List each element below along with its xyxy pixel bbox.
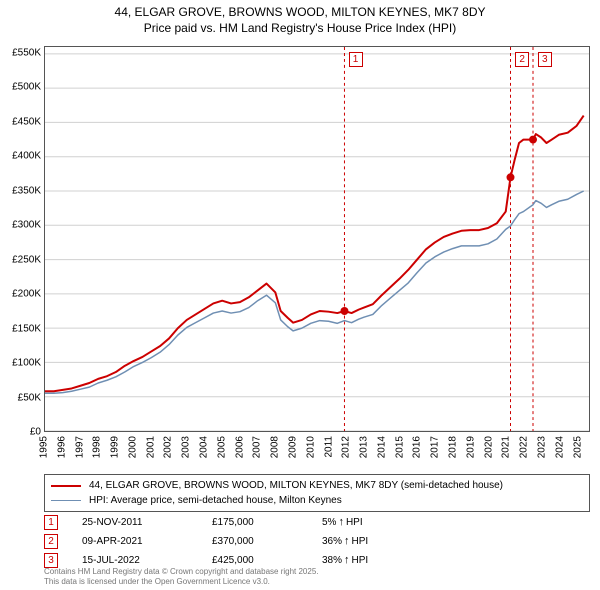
x-tick-label: 2006 xyxy=(234,436,245,458)
sale-marker-box-3: 3 xyxy=(538,52,552,67)
x-tick-label: 2022 xyxy=(519,436,530,458)
x-tick-label: 2009 xyxy=(287,436,298,458)
plot-area xyxy=(44,46,590,432)
footer-line-1: Contains HM Land Registry data © Crown c… xyxy=(44,567,590,577)
legend-swatch xyxy=(51,485,81,487)
plot-svg xyxy=(45,47,589,431)
x-tick-label: 2001 xyxy=(145,436,156,458)
y-tick-label: £350K xyxy=(12,185,41,196)
y-axis: £0£50K£100K£150K£200K£250K£300K£350K£400… xyxy=(0,46,44,432)
x-tick-label: 2011 xyxy=(323,436,334,458)
x-tick-label: 2010 xyxy=(305,436,316,458)
sales-row-date: 09-APR-2021 xyxy=(82,536,212,547)
series-lines xyxy=(45,116,584,394)
sales-row-change-pct: 38% xyxy=(322,555,342,566)
chart-title: 44, ELGAR GROVE, BROWNS WOOD, MILTON KEY… xyxy=(0,0,600,36)
x-tick-label: 2003 xyxy=(181,436,192,458)
sales-row: 1 25-NOV-2011£175,0005% ↑ HPI xyxy=(44,513,590,532)
sales-row-change-pct: 5% xyxy=(322,517,336,528)
x-tick-label: 2017 xyxy=(430,436,441,458)
sale-marker-box-1: 1 xyxy=(349,52,363,67)
y-tick-label: £550K xyxy=(12,47,41,58)
sales-row-marker: 2 xyxy=(44,534,58,549)
x-tick-label: 2002 xyxy=(163,436,174,458)
x-tick-label: 1998 xyxy=(92,436,103,458)
y-tick-label: £100K xyxy=(12,358,41,369)
legend: 44, ELGAR GROVE, BROWNS WOOD, MILTON KEY… xyxy=(44,474,590,512)
sales-row-change: 5% ↑ HPI xyxy=(322,517,442,528)
sales-row-marker: 3 xyxy=(44,553,58,568)
sales-row-price: £370,000 xyxy=(212,536,322,547)
legend-row: 44, ELGAR GROVE, BROWNS WOOD, MILTON KEY… xyxy=(51,478,583,493)
chart-container: 44, ELGAR GROVE, BROWNS WOOD, MILTON KEY… xyxy=(0,0,600,590)
x-tick-label: 2000 xyxy=(127,436,138,458)
x-tick-label: 2008 xyxy=(270,436,281,458)
x-tick-label: 2005 xyxy=(216,436,227,458)
sale-point-3 xyxy=(529,136,537,144)
x-tick-label: 2014 xyxy=(376,436,387,458)
y-tick-label: £500K xyxy=(12,82,41,93)
sale-point-2 xyxy=(507,173,515,181)
x-tick-label: 2020 xyxy=(483,436,494,458)
legend-label: HPI: Average price, semi-detached house,… xyxy=(89,495,342,506)
legend-row: HPI: Average price, semi-detached house,… xyxy=(51,493,583,508)
x-tick-label: 2023 xyxy=(536,436,547,458)
sales-row-change: 38% ↑ HPI xyxy=(322,555,442,566)
x-tick-label: 2021 xyxy=(501,436,512,458)
sales-row-change-ref: HPI xyxy=(346,517,363,528)
x-tick-label: 2016 xyxy=(412,436,423,458)
arrow-up-icon: ↑ xyxy=(338,517,344,528)
x-axis: 1995199619971998199920002001200220032004… xyxy=(44,432,590,478)
x-tick-label: 2024 xyxy=(554,436,565,458)
x-tick-label: 2013 xyxy=(359,436,370,458)
sales-row-change-ref: HPI xyxy=(352,555,369,566)
y-tick-label: £150K xyxy=(12,323,41,334)
legend-label: 44, ELGAR GROVE, BROWNS WOOD, MILTON KEY… xyxy=(89,480,503,491)
arrow-up-icon: ↑ xyxy=(344,555,350,566)
title-line-2: Price paid vs. HM Land Registry's House … xyxy=(0,20,600,36)
sales-row: 2 09-APR-2021£370,00036% ↑ HPI xyxy=(44,532,590,551)
y-tick-label: £450K xyxy=(12,116,41,127)
sales-table: 1 25-NOV-2011£175,0005% ↑ HPI 2 09-APR-2021… xyxy=(44,513,590,570)
y-tick-label: £300K xyxy=(12,220,41,231)
sales-row-change-pct: 36% xyxy=(322,536,342,547)
gridlines xyxy=(45,54,589,431)
sale-marker-box-2: 2 xyxy=(515,52,529,67)
x-tick-label: 2015 xyxy=(394,436,405,458)
sales-row-price: £175,000 xyxy=(212,517,322,528)
x-tick-label: 1995 xyxy=(39,436,50,458)
x-tick-label: 2025 xyxy=(572,436,583,458)
sales-row-change-ref: HPI xyxy=(352,536,369,547)
y-tick-label: £200K xyxy=(12,289,41,300)
x-tick-label: 2018 xyxy=(448,436,459,458)
arrow-up-icon: ↑ xyxy=(344,536,350,547)
sales-row-marker: 1 xyxy=(44,515,58,530)
x-tick-label: 2004 xyxy=(199,436,210,458)
sales-row-date: 25-NOV-2011 xyxy=(82,517,212,528)
sales-row-change: 36% ↑ HPI xyxy=(322,536,442,547)
x-tick-label: 2012 xyxy=(341,436,352,458)
x-tick-label: 1999 xyxy=(110,436,121,458)
x-tick-label: 2019 xyxy=(465,436,476,458)
footer-attribution: Contains HM Land Registry data © Crown c… xyxy=(44,567,590,587)
y-tick-label: £250K xyxy=(12,254,41,265)
sales-row-date: 15-JUL-2022 xyxy=(82,555,212,566)
x-tick-label: 2007 xyxy=(252,436,263,458)
y-tick-label: £50K xyxy=(18,392,41,403)
x-tick-label: 1996 xyxy=(56,436,67,458)
y-tick-label: £400K xyxy=(12,151,41,162)
title-line-1: 44, ELGAR GROVE, BROWNS WOOD, MILTON KEY… xyxy=(0,4,600,20)
series-line-hpi xyxy=(45,191,584,393)
sale-point-1 xyxy=(340,307,348,315)
footer-line-2: This data is licensed under the Open Gov… xyxy=(44,577,590,587)
sales-row-price: £425,000 xyxy=(212,555,322,566)
legend-swatch xyxy=(51,500,81,502)
x-tick-label: 1997 xyxy=(74,436,85,458)
